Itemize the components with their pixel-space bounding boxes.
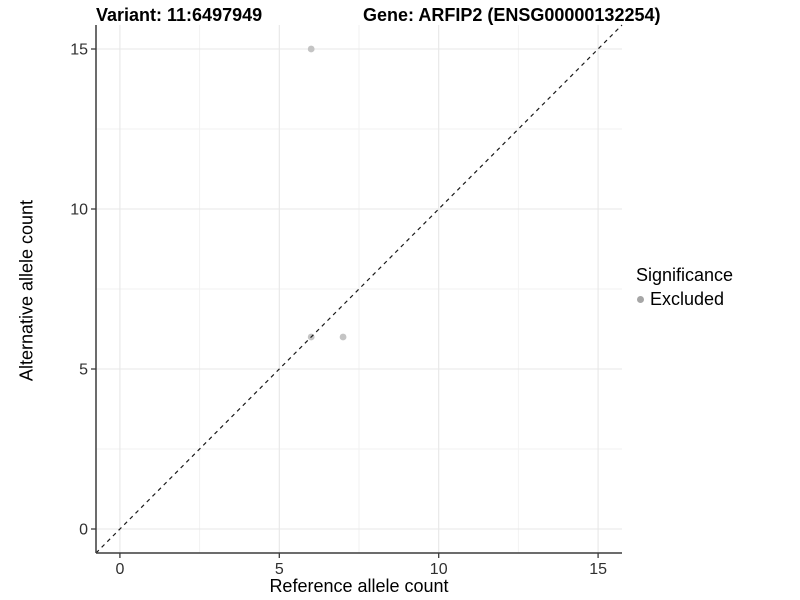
x-axis-title: Reference allele count — [269, 576, 449, 596]
grid-major — [96, 25, 622, 553]
legend-title: Significance — [636, 265, 734, 285]
x-tick-label: 5 — [275, 561, 284, 578]
gene-title: Gene: ARFIP2 (ENSG00000132254) — [363, 5, 661, 25]
y-tick-label: 10 — [70, 202, 88, 219]
legend-item-label: Excluded — [650, 289, 725, 309]
legend-item-excluded: Excluded — [637, 289, 733, 310]
excluded-dot-icon — [637, 296, 644, 303]
y-tick-label: 0 — [79, 522, 88, 539]
legend: Significance Excluded — [636, 265, 733, 310]
y-axis-title: Alternative allele count — [16, 199, 37, 382]
variant-title: Variant: 11:6497949 — [96, 5, 263, 25]
grid-minor — [96, 25, 622, 553]
axis-lines — [95, 25, 622, 554]
x-tick-label: 0 — [115, 561, 124, 578]
x-tick-label: 15 — [589, 561, 607, 578]
x-tick-label: 10 — [430, 561, 448, 578]
axis-ticks-and-labels: 0 5 10 15 0 5 10 15 — [70, 42, 607, 579]
data-point — [307, 45, 315, 53]
data-point — [339, 333, 347, 341]
y-tick-label: 5 — [79, 362, 88, 379]
y-tick-label: 15 — [70, 42, 88, 59]
data-points — [307, 45, 347, 341]
